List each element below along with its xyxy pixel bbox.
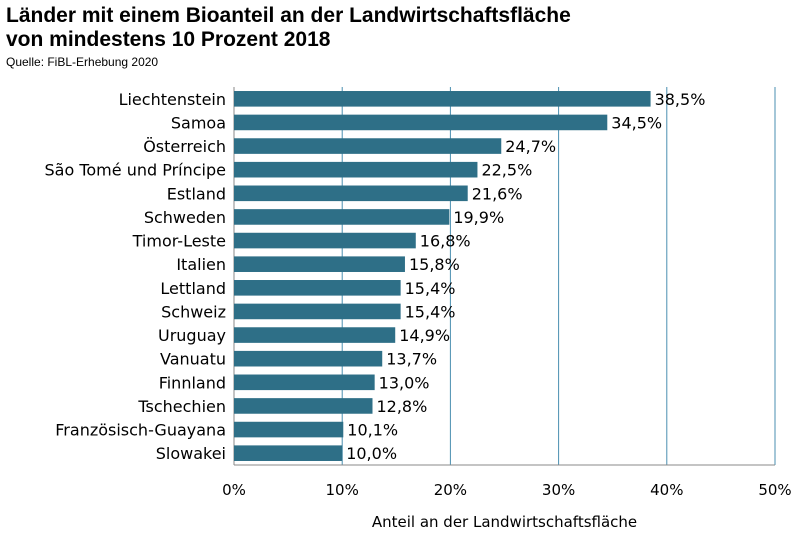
bar [234,374,375,391]
category-label: Finnland [159,373,226,392]
category-label: Estland [167,184,226,203]
data-label: 10,0% [346,444,397,463]
data-label: 15,4% [405,279,456,298]
bar [234,327,396,343]
x-tick-label: 20% [434,481,467,499]
data-label: 10,1% [347,421,398,440]
bar [234,256,405,272]
data-label: 16,8% [420,232,471,251]
bar [234,209,450,225]
bar [234,445,343,461]
bar [234,161,478,178]
bar [234,114,608,131]
category-label: Slowakei [156,444,226,463]
x-axis-title: Anteil an der Landwirtschaftsfläche [372,513,637,531]
x-tick-label: 50% [758,481,791,499]
bar [234,350,383,367]
data-label: 19,9% [453,208,504,227]
x-tick-label: 10% [326,481,359,499]
data-label: 13,7% [386,350,437,369]
data-label: 34,5% [611,113,662,132]
bar [234,398,373,414]
chart-title-line-2: von mindestens 10 Prozent 2018 [6,28,331,51]
bar [234,421,344,438]
category-label: Französisch-Guayana [55,421,226,440]
data-label: 21,6% [472,184,523,203]
x-tick-label: 0% [222,481,246,499]
category-label: Uruguay [158,326,226,345]
chart-source: Quelle: FiBL-Erhebung 2020 [6,55,159,69]
chart-title: Länder mit einem Bioanteil an der Landwi… [6,4,571,52]
category-label: Lettland [160,279,226,298]
x-tick-label: 30% [542,481,575,499]
data-label: 38,5% [655,90,706,109]
category-label: Österreich [143,137,226,156]
category-label: Vanuatu [160,350,226,369]
category-label: Tschechien [137,397,226,416]
chart-title-line-1: Länder mit einem Bioanteil an der Landwi… [6,4,571,27]
bar [234,138,502,154]
data-label: 14,9% [399,326,450,345]
bar [234,185,468,202]
category-label: Schweden [144,208,226,227]
category-label: Italien [176,255,226,274]
bar [234,280,401,296]
data-label: 24,7% [505,137,556,156]
data-label: 13,0% [379,373,430,392]
bar [234,232,416,249]
bar [234,303,401,320]
data-label: 15,8% [409,255,460,274]
data-label: 15,4% [405,302,456,321]
x-tick-label: 40% [650,481,683,499]
category-label: São Tomé und Príncipe [45,161,227,180]
bar [234,91,651,107]
category-label: Liechtenstein [119,90,226,109]
data-label: 12,8% [376,397,427,416]
category-label: Samoa [171,113,226,132]
data-label: 22,5% [481,161,532,180]
category-label: Schweiz [161,302,226,321]
category-label: Timor-Leste [132,232,226,251]
